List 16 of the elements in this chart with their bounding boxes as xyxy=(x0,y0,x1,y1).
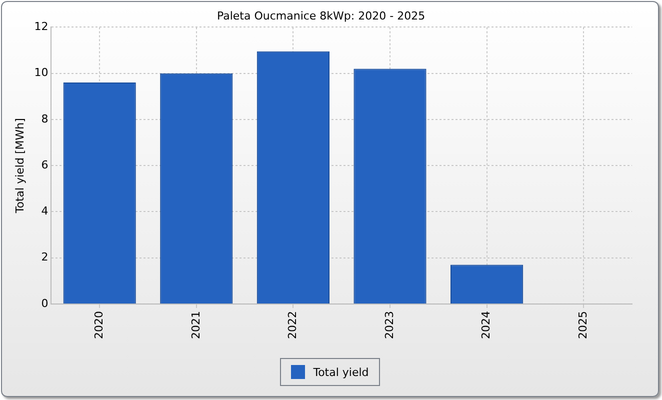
x-tick-label: 2020 xyxy=(92,311,106,340)
legend-label: Total yield xyxy=(313,366,369,378)
x-tick-label: 2023 xyxy=(382,311,396,340)
y-tick-label: 2 xyxy=(41,250,48,264)
y-axis-title: Total yield [MWh] xyxy=(13,118,26,214)
y-tick-label: 12 xyxy=(34,20,48,34)
y-tick-label: 6 xyxy=(41,158,48,172)
y-tick-label: 8 xyxy=(41,112,48,126)
x-tick-label: 2021 xyxy=(189,311,202,340)
x-tick-label: 2024 xyxy=(480,311,493,340)
y-tick-label: 4 xyxy=(41,204,48,218)
x-tick-label: 2022 xyxy=(286,311,300,340)
chart-title: Paleta Oucmanice 8kWp: 2020 - 2025 xyxy=(216,9,426,22)
y-tick-label: 0 xyxy=(41,296,48,310)
y-tick-label: 10 xyxy=(34,66,48,80)
x-tick-label: 2025 xyxy=(576,311,590,340)
